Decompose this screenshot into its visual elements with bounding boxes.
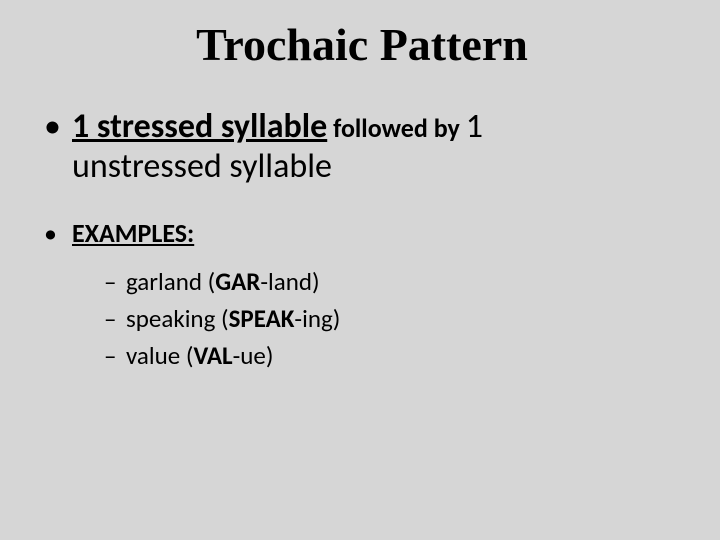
examples-heading: EXAMPLES: — [72, 217, 194, 249]
example-rest: -land) — [260, 266, 319, 297]
definition-bullet: 1 stressed syllable followed by 1 unstre… — [44, 107, 680, 187]
stressed-phrase: 1 stressed syllable — [72, 106, 327, 147]
slide-title: Trochaic Pattern — [44, 18, 680, 71]
example-word: value ( — [126, 340, 193, 371]
example-item: value (VAL-ue) — [104, 337, 680, 374]
example-item: speaking (SPEAK-ing) — [104, 300, 680, 337]
example-stressed-syllable: GAR — [215, 266, 260, 297]
definition-line-2: unstressed syllable — [72, 147, 680, 187]
bullet-list: 1 stressed syllable followed by 1 unstre… — [44, 107, 680, 374]
one-text: 1 — [466, 106, 483, 147]
example-word: garland ( — [126, 266, 215, 297]
examples-bullet: EXAMPLES: garland (GAR-land) speaking (S… — [44, 217, 680, 374]
followed-by-text: followed by — [327, 112, 465, 144]
examples-list: garland (GAR-land) speaking (SPEAK-ing) … — [72, 263, 680, 374]
example-stressed-syllable: VAL — [193, 340, 232, 371]
example-rest: -ue) — [233, 340, 274, 371]
definition-line-1: 1 stressed syllable followed by 1 — [72, 107, 680, 147]
example-item: garland (GAR-land) — [104, 263, 680, 300]
example-word: speaking ( — [126, 303, 229, 334]
example-stressed-syllable: SPEAK — [229, 303, 295, 334]
slide: Trochaic Pattern 1 stressed syllable fol… — [0, 0, 720, 540]
example-rest: -ing) — [294, 303, 340, 334]
